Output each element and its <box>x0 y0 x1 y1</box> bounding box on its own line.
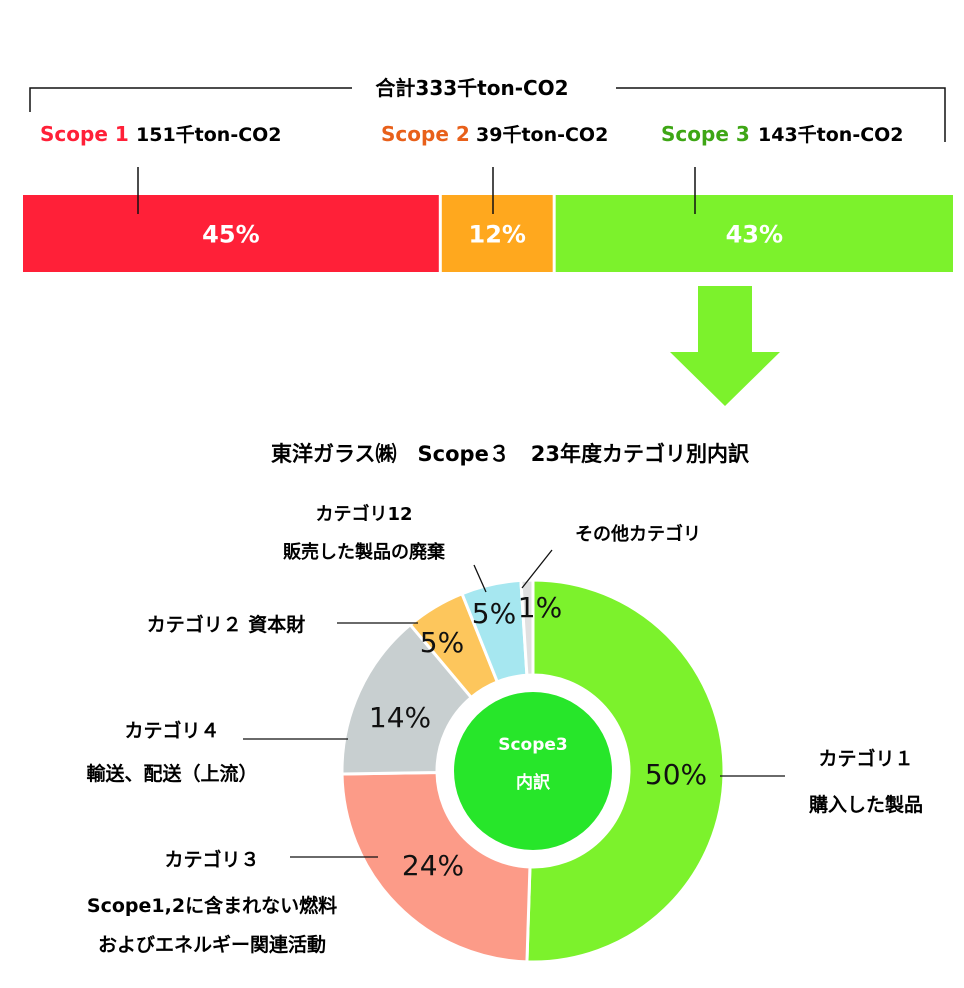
cat3-label-line3: およびエネルギー関連活動 <box>98 933 326 956</box>
total-label: 合計333千ton-CO2 <box>375 76 568 100</box>
donut-slice-1 <box>525 578 726 964</box>
total-bracket <box>29 87 946 142</box>
donut-slice-label-4: 5% <box>420 626 464 659</box>
cat12-label-line2: 販売した製品の廃棄 <box>283 541 446 563</box>
cat3-label-line1: カテゴリ３ <box>164 848 259 871</box>
cat4-label-line2: 輸送、配送（上流） <box>86 762 257 785</box>
donut-slice-6 <box>519 578 535 677</box>
bar-segment-scope1 <box>23 195 439 272</box>
scope3-amount: 143千ton-CO2 <box>758 124 904 146</box>
scope3-label: Scope 3 <box>661 122 750 146</box>
leader-line-other <box>521 549 553 589</box>
down-arrow-icon <box>670 286 780 406</box>
scope2-label: Scope 2 <box>381 122 470 146</box>
cat3-label-line2: Scope1,2に含まれない燃料 <box>87 894 337 917</box>
donut-slice-label-6: 1% <box>518 591 562 624</box>
scope2-amount: 39千ton-CO2 <box>476 124 608 146</box>
center-label-line1: Scope3 <box>498 735 568 755</box>
scope1-amount: 151千ton-CO2 <box>136 124 282 146</box>
scope-stacked-bar: 45% 12% 43% <box>23 167 953 272</box>
cat1-label-line1: カテゴリ１ <box>818 747 913 770</box>
scope3-header: Scope 3 143千ton-CO2 <box>661 122 904 146</box>
cat4-label-line1: カテゴリ４ <box>124 719 219 742</box>
other-category-label: その他カテゴリ <box>575 523 701 545</box>
leader-line-cat12 <box>473 564 487 593</box>
bar-segment-scope3 <box>555 195 953 272</box>
category-labels: カテゴリ１ 購入した製品 カテゴリ３ Scope1,2に含まれない燃料 およびエ… <box>86 503 923 956</box>
leader-lines <box>243 549 785 858</box>
bar-segment-scope2 <box>441 195 553 272</box>
chart-title: 東洋ガラス㈱ Scope３ 23年度カテゴリ別内訳 <box>271 442 750 466</box>
donut-slice-label-3: 14% <box>369 701 431 734</box>
bar-label-scope1: 45% <box>202 221 259 249</box>
cat12-label-line1: カテゴリ12 <box>315 503 412 525</box>
scope1-header: Scope 1 151千ton-CO2 <box>40 122 282 146</box>
scope2-header: Scope 2 39千ton-CO2 <box>381 122 608 146</box>
scope1-label: Scope 1 <box>40 122 129 146</box>
donut-slice-label-5: 5% <box>472 597 516 630</box>
donut-slice-label-1: 50% <box>645 758 707 791</box>
donut-center <box>454 692 612 850</box>
cat2-label: カテゴリ２ 資本財 <box>147 613 306 636</box>
donut-slice-2 <box>340 770 532 964</box>
donut-slice-label-2: 24% <box>402 849 464 882</box>
scope3-donut-chart: 50%24%14%5%5% 1% <box>340 578 726 964</box>
cat1-label-line2: 購入した製品 <box>809 793 923 816</box>
center-label-line2: 内訳 <box>516 772 551 793</box>
bar-label-scope3: 43% <box>726 221 783 249</box>
bar-label-scope2: 12% <box>469 221 526 249</box>
